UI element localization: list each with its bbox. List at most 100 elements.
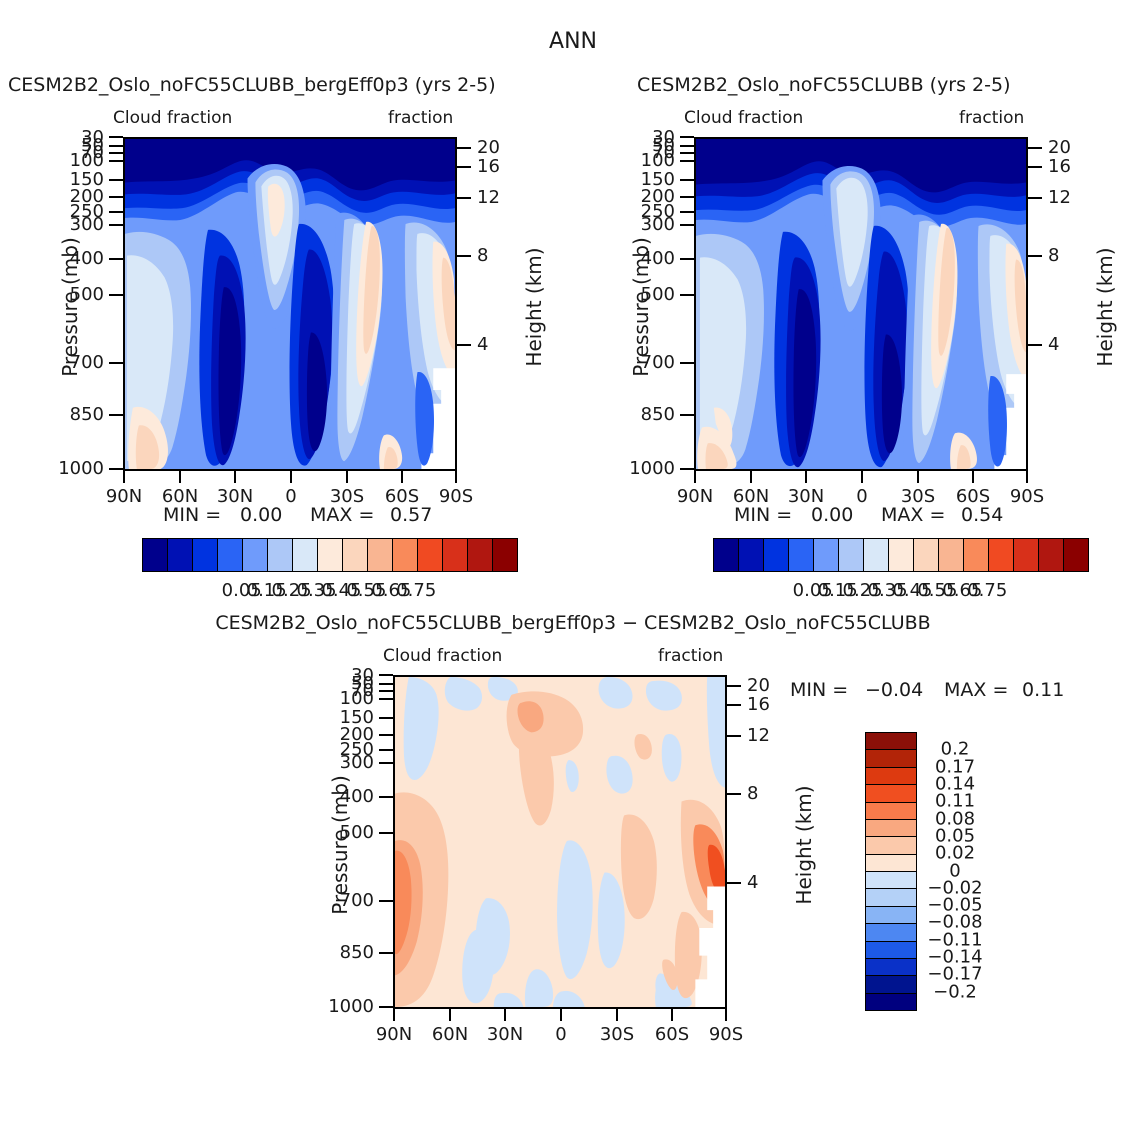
pressure-tick-label: 150	[69, 169, 104, 190]
axis-tick	[379, 674, 393, 676]
height-tick-label: 16	[477, 156, 500, 177]
colorbar-cell	[1064, 539, 1088, 571]
latitude-tick-label: 30S	[329, 486, 365, 507]
colorbar-cell	[318, 539, 343, 571]
colorbar-cell	[1014, 539, 1039, 571]
axis-tick	[379, 832, 393, 834]
colorbar-cell	[293, 539, 318, 571]
colorbar-cell	[866, 872, 916, 890]
panel-difference-units-label: fraction	[658, 646, 724, 666]
colorbar-cell	[866, 993, 916, 1010]
pressure-tick-label: 400	[640, 248, 675, 269]
colorbar-cell	[864, 539, 889, 571]
height-tick-label: 12	[477, 187, 500, 208]
axis-tick	[680, 145, 694, 147]
axis-tick	[680, 258, 694, 260]
pressure-tick-label: 850	[640, 404, 675, 425]
axis-tick	[680, 362, 694, 364]
panel-top-left-title: CESM2B2_Oslo_noFC55CLUBB_bergEff0p3 (yrs…	[8, 74, 496, 96]
latitude-tick-label: 0	[555, 1024, 567, 1045]
season-title: ANN	[549, 29, 597, 54]
contour-field-difference	[395, 677, 725, 1007]
pressure-tick-label: 50	[652, 135, 675, 156]
colorbar-tick-label: 0.2	[940, 738, 970, 760]
colorbar-top-left[interactable]	[142, 538, 518, 572]
colorbar-tick-label: 0.05	[221, 580, 262, 601]
latitude-tick-label: 0	[856, 486, 868, 507]
colorbar-cell	[866, 733, 916, 751]
colorbar-tick-label: −0.02	[927, 877, 983, 899]
pressure-axis-title-right-panel: Pressure (mb)	[629, 237, 653, 377]
height-axis-title-difference: Height (km)	[792, 785, 816, 905]
height-tick-label: 12	[1048, 187, 1071, 208]
axis-tick	[449, 1009, 451, 1021]
height-tick-label: 20	[477, 137, 500, 158]
axis-tick	[750, 471, 752, 483]
colorbar-tick-label: 0.45	[892, 580, 933, 601]
axis-tick	[725, 1009, 727, 1021]
colorbar-tick-label: 0.55	[346, 580, 387, 601]
axis-tick	[560, 1009, 562, 1021]
pressure-tick-label: 500	[640, 284, 675, 305]
colorbar-tick-label: 0.45	[321, 580, 362, 601]
colorbar-tick-label: 0.15	[246, 580, 287, 601]
axis-tick	[123, 471, 125, 483]
axis-tick	[109, 196, 123, 198]
panel-top-left-units-label: fraction	[388, 108, 454, 128]
axis-tick	[1028, 255, 1042, 257]
pressure-tick-label: 50	[81, 135, 104, 156]
axis-tick	[861, 471, 863, 483]
axis-tick	[379, 762, 393, 764]
latitude-tick-label: 60S	[384, 486, 420, 507]
pressure-tick-label: 50	[351, 673, 374, 694]
colorbar-tick-label: −0.05	[927, 894, 983, 916]
axis-tick	[680, 414, 694, 416]
colorbar-cell	[939, 539, 964, 571]
colorbar-tick-label: 0	[949, 860, 961, 881]
pressure-tick-label: 70	[652, 142, 675, 163]
axis-tick	[379, 1006, 393, 1008]
pressure-tick-label: 30	[351, 665, 374, 686]
pressure-tick-label: 500	[339, 822, 374, 843]
colorbar-cell	[764, 539, 789, 571]
axis-tick	[917, 471, 919, 483]
pressure-tick-label: 100	[69, 150, 104, 171]
panel-difference-title: CESM2B2_Oslo_noFC55CLUBB_bergEff0p3 − CE…	[215, 612, 931, 634]
height-axis-title-left-panel: Height (km)	[522, 247, 546, 367]
pressure-tick-label: 850	[69, 404, 104, 425]
latitude-tick-label: 90N	[375, 1024, 413, 1045]
axis-tick	[379, 952, 393, 954]
colorbar-cell	[468, 539, 493, 571]
pressure-tick-label: 30	[652, 127, 675, 148]
colorbar-cell	[866, 976, 916, 994]
min-value: −0.04	[865, 679, 924, 701]
axis-tick	[379, 749, 393, 751]
height-tick-label: 16	[1048, 156, 1071, 177]
colorbar-cell	[493, 539, 517, 571]
panel-top-right-var-label: Cloud fraction	[684, 108, 804, 128]
axis-tick	[109, 136, 123, 138]
contour-field-top-right	[696, 139, 1026, 469]
pressure-tick-label: 250	[640, 201, 675, 222]
axis-tick	[109, 224, 123, 226]
colorbar-tick-label: 0.25	[842, 580, 883, 601]
axis-tick	[727, 704, 741, 706]
axis-tick	[346, 471, 348, 483]
colorbar-cell	[866, 924, 916, 942]
height-tick-label: 16	[747, 694, 770, 715]
colorbar-tick-label: −0.2	[933, 981, 977, 1003]
axis-tick	[379, 698, 393, 700]
colorbar-cell	[866, 750, 916, 768]
latitude-tick-label: 90S	[438, 486, 474, 507]
colorbar-tick-label: 0.05	[934, 825, 976, 847]
height-axis-title-right-panel: Height (km)	[1093, 247, 1117, 367]
colorbar-top-right[interactable]	[713, 538, 1089, 572]
colorbar-cell	[714, 539, 739, 571]
latitude-tick-label: 60N	[161, 486, 199, 507]
pressure-tick-label: 150	[339, 707, 374, 728]
colorbar-difference[interactable]	[865, 732, 917, 1011]
colorbar-cell	[143, 539, 168, 571]
colorbar-cell	[1039, 539, 1064, 571]
axis-tick	[680, 152, 694, 154]
latitude-tick-label: 60N	[431, 1024, 469, 1045]
